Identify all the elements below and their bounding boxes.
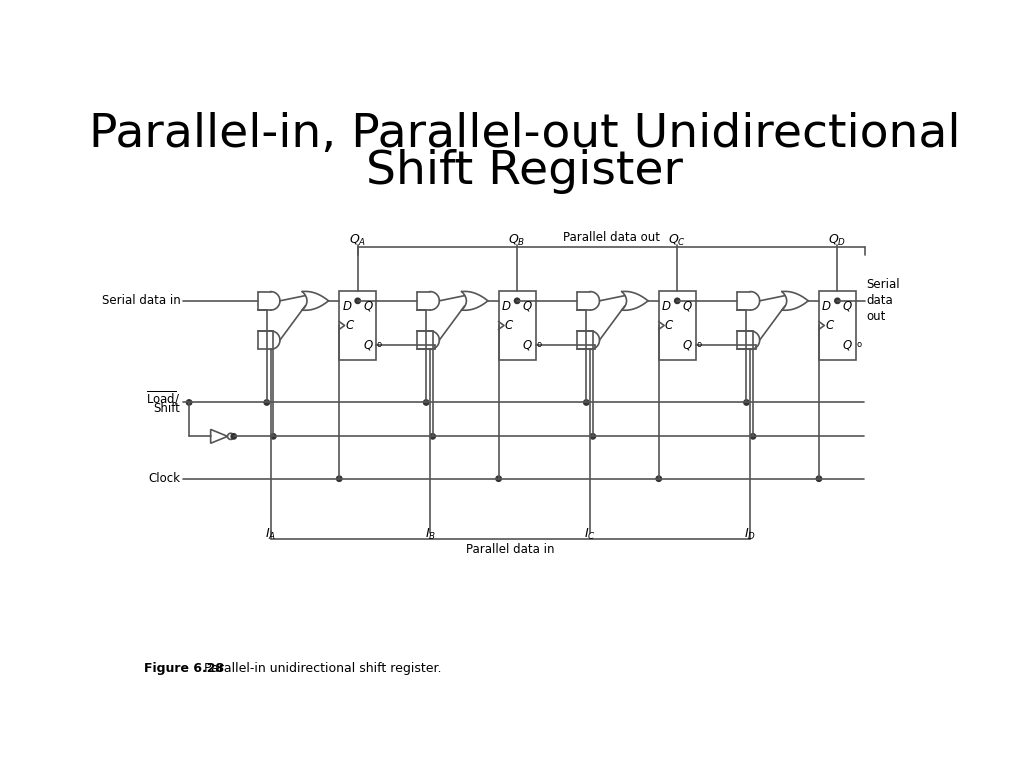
- Circle shape: [816, 476, 821, 482]
- Circle shape: [337, 476, 342, 482]
- Circle shape: [186, 400, 191, 406]
- Text: D: D: [822, 300, 831, 313]
- Text: $Q_C$: $Q_C$: [669, 233, 686, 248]
- Text: Q: Q: [843, 339, 852, 352]
- Text: $Q_B$: $Q_B$: [509, 233, 525, 248]
- Text: Shift: Shift: [154, 402, 180, 415]
- Circle shape: [430, 434, 435, 439]
- Text: Parallel-in, Parallel-out Unidirectional: Parallel-in, Parallel-out Unidirectional: [89, 112, 961, 157]
- Circle shape: [496, 476, 502, 482]
- Text: D: D: [662, 300, 671, 313]
- Circle shape: [590, 434, 596, 439]
- Text: $\overline{\rm Load}$/: $\overline{\rm Load}$/: [146, 389, 180, 407]
- Text: C: C: [825, 319, 834, 332]
- Circle shape: [355, 298, 360, 303]
- Circle shape: [584, 400, 589, 406]
- Text: Parallel-in unidirectional shift register.: Parallel-in unidirectional shift registe…: [193, 661, 441, 674]
- Text: Q: Q: [364, 300, 373, 313]
- Text: o: o: [377, 340, 382, 349]
- Circle shape: [751, 434, 756, 439]
- Circle shape: [743, 400, 750, 406]
- Text: C: C: [505, 319, 513, 332]
- Text: Q: Q: [522, 339, 531, 352]
- Circle shape: [231, 434, 237, 439]
- Text: Q: Q: [843, 300, 852, 313]
- Text: Parallel data in: Parallel data in: [466, 543, 555, 555]
- Text: Serial data in: Serial data in: [101, 294, 180, 307]
- Text: Parallel data out: Parallel data out: [563, 231, 659, 244]
- Text: $I_D$: $I_D$: [744, 526, 757, 541]
- Text: o: o: [857, 340, 862, 349]
- Circle shape: [270, 434, 276, 439]
- Bar: [819, 291, 856, 360]
- Text: $I_C$: $I_C$: [585, 526, 596, 541]
- Text: Q: Q: [683, 300, 692, 313]
- Text: C: C: [665, 319, 673, 332]
- Text: $Q_D$: $Q_D$: [828, 233, 847, 248]
- Circle shape: [675, 298, 680, 303]
- Text: Figure 6.28: Figure 6.28: [144, 661, 224, 674]
- Text: C: C: [345, 319, 353, 332]
- Bar: [339, 291, 376, 360]
- Text: $Q_A$: $Q_A$: [349, 233, 367, 248]
- Text: D: D: [502, 300, 511, 313]
- Text: Q: Q: [683, 339, 692, 352]
- Bar: [658, 291, 695, 360]
- Bar: [499, 291, 536, 360]
- Text: $I_A$: $I_A$: [265, 526, 276, 541]
- Circle shape: [514, 298, 520, 303]
- Circle shape: [835, 298, 840, 303]
- Text: $I_B$: $I_B$: [425, 526, 435, 541]
- Text: Clock: Clock: [148, 472, 180, 485]
- Circle shape: [656, 476, 662, 482]
- Circle shape: [264, 400, 269, 406]
- Text: o: o: [696, 340, 701, 349]
- Text: Serial
data
out: Serial data out: [866, 278, 900, 323]
- Text: Q: Q: [522, 300, 531, 313]
- Text: Q: Q: [364, 339, 373, 352]
- Text: o: o: [537, 340, 542, 349]
- Circle shape: [424, 400, 429, 406]
- Text: D: D: [342, 300, 351, 313]
- Text: Shift Register: Shift Register: [367, 149, 683, 194]
